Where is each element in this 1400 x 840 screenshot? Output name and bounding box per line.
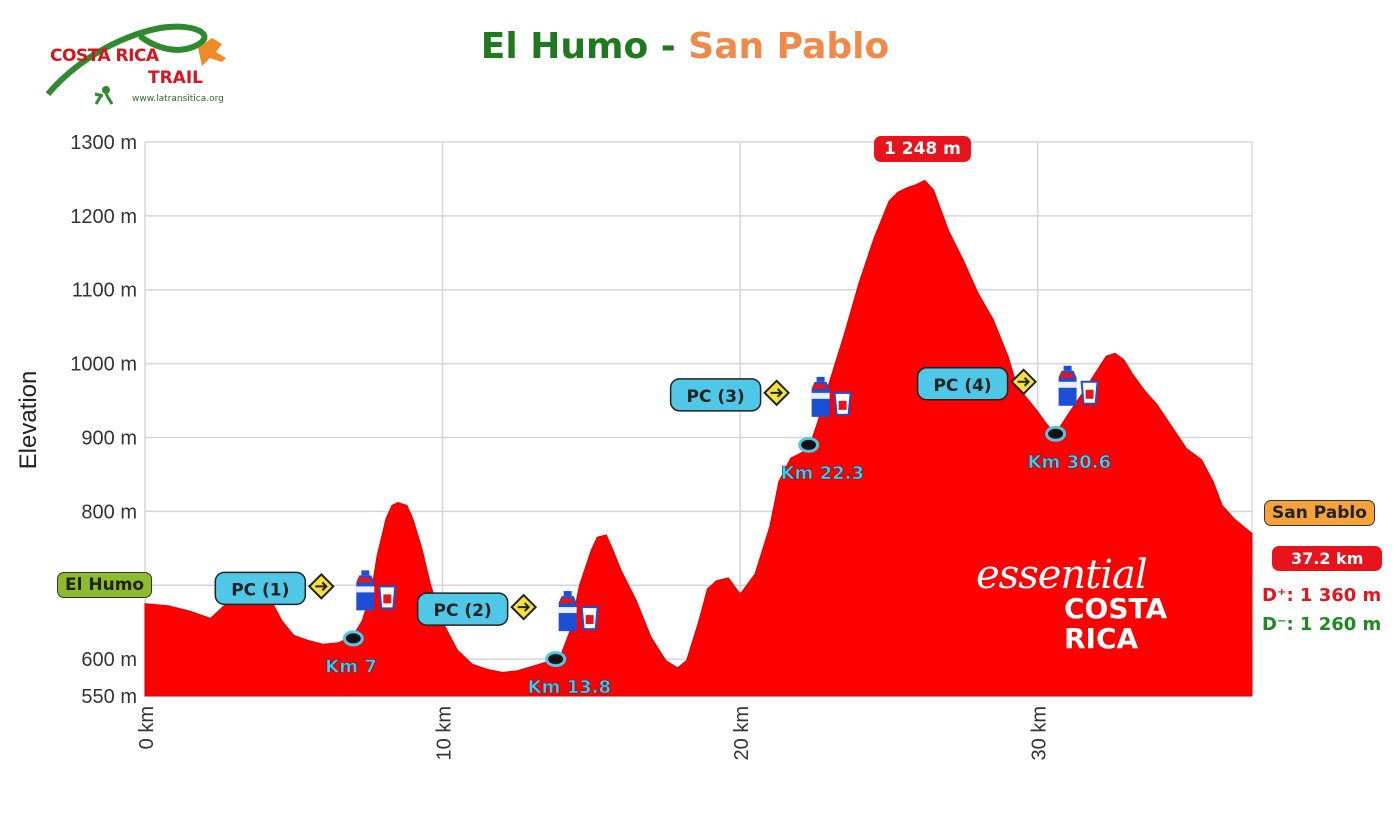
- checkpoint-marker: [342, 630, 364, 647]
- checkpoint: Km 7 PC (1): [214, 570, 397, 678]
- checkpoint-badge: [916, 367, 1009, 401]
- checkpoint-label: PC (3): [686, 387, 744, 407]
- checkpoint-marker: [545, 651, 567, 668]
- checkpoint: Km 22.3 PC (3): [669, 376, 864, 484]
- y-axis-title: Elevation: [15, 371, 42, 470]
- brand-script: essential: [976, 552, 1148, 598]
- distance-label: 37.2 km: [1272, 546, 1383, 571]
- checkpoint-badge: [214, 571, 307, 606]
- water-bottle-icon: [558, 591, 577, 632]
- x-tick-label: 0 km: [136, 706, 158, 749]
- logo-line1: COSTA RICA: [50, 46, 159, 66]
- checkpoint-km-label: Km 13.8: [528, 677, 611, 698]
- direction-arrow-icon: [770, 388, 784, 398]
- start-label: El Humo: [57, 572, 153, 598]
- elevation-loss-label: D⁻: 1 260 m: [1262, 614, 1382, 635]
- chart-title: El Humo - San Pablo: [0, 26, 1370, 67]
- checkpoint-label: PC (2): [434, 601, 492, 621]
- water-bottle-icon: [1058, 365, 1077, 406]
- y-tick-label: 800 m: [81, 501, 137, 523]
- direction-arrow-icon: [1017, 377, 1031, 387]
- water-cup-icon: [1080, 380, 1099, 405]
- essential-costa-rica-logo: essential COSTA RICA: [966, 552, 1206, 662]
- title-start: El Humo: [480, 26, 649, 67]
- title-separator: -: [648, 26, 689, 67]
- water-cup-icon: [580, 606, 599, 631]
- checkpoint-km-label: Km 22.3: [781, 463, 864, 484]
- checkpoint-marker: [1045, 425, 1067, 442]
- water-bottle-icon: [356, 570, 375, 611]
- logo-line2: TRAIL: [148, 68, 204, 88]
- checkpoint-badge: [416, 592, 509, 626]
- x-tick-label: 20 km: [731, 706, 753, 760]
- y-tick-label: 1000 m: [70, 354, 137, 376]
- checkpoint-label: PC (4): [933, 376, 991, 396]
- checkpoint-marker: [798, 436, 820, 453]
- water-cup-icon: [378, 585, 397, 610]
- checkpoint-badge: [669, 378, 762, 412]
- y-tick-label: 550 m: [81, 686, 137, 708]
- checkpoint-km-label: Km 30.6: [1028, 452, 1111, 473]
- water-cup-icon: [833, 391, 852, 416]
- y-tick-label: 1100 m: [72, 280, 137, 302]
- direction-arrow-icon: [315, 581, 328, 592]
- checkpoint-label: PC (1): [231, 580, 289, 600]
- x-tick-label: 30 km: [1029, 706, 1051, 760]
- x-tick-label: 10 km: [434, 706, 456, 760]
- direction-arrow-icon: [517, 602, 531, 612]
- elevation-gain-label: D⁺: 1 360 m: [1262, 585, 1382, 606]
- logo-swirl-icon: [45, 23, 226, 105]
- logo-url: www.latransitica.org: [132, 94, 224, 104]
- end-label: San Pablo: [1264, 500, 1375, 526]
- y-tick-label: 600 m: [81, 649, 137, 671]
- costa-rica-trail-logo: COSTA RICA TRAIL www.latransitica.org: [40, 18, 240, 110]
- brand-line2: RICA: [1064, 622, 1139, 655]
- y-tick-label: 1200 m: [70, 206, 137, 228]
- checkpoint: Km 30.6 PC (4): [916, 365, 1111, 473]
- title-end: San Pablo: [688, 26, 890, 67]
- checkpoint-km-label: Km 7: [325, 656, 377, 677]
- brand-line1: COSTA: [1064, 592, 1168, 625]
- y-tick-label: 1300 m: [70, 132, 137, 154]
- y-tick-label: 900 m: [81, 427, 137, 449]
- checkpoint: Km 13.8 PC (2): [416, 591, 611, 698]
- water-bottle-icon: [811, 376, 830, 417]
- peak-elevation-label: 1 248 m: [874, 136, 971, 162]
